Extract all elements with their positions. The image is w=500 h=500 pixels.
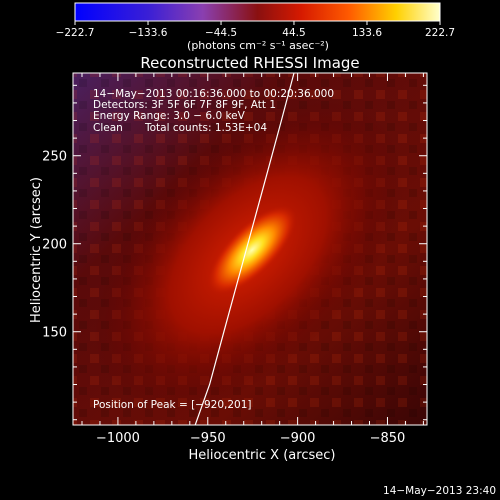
- colorbar-tick-label: 44.5: [282, 27, 305, 39]
- annotation-total-counts: Total counts: 1.53E+04: [144, 122, 267, 134]
- colorbar-unit-label: (photons cm⁻² s⁻¹ asec⁻²): [187, 39, 329, 52]
- y-tick-label: 200: [42, 238, 67, 253]
- x-tick-label: −900: [280, 431, 316, 446]
- colorbar-tick-label: −133.6: [129, 27, 168, 39]
- x-tick-label: −850: [370, 431, 406, 446]
- solar-limb-line: [194, 73, 295, 425]
- colorbar-tick-label: 222.7: [425, 27, 455, 39]
- annotation-peak-position: Position of Peak = [−920,201]: [93, 399, 252, 411]
- y-axis-label: Heliocentric Y (arcsec): [29, 177, 44, 323]
- y-axis: 150 200 250: [42, 84, 427, 421]
- x-axis: −1000 −950 −900 −850: [81, 73, 424, 446]
- footer-timestamp: 14−May−2013 23:40: [383, 485, 496, 497]
- annotation-detectors: Detectors: 3F 5F 6F 7F 8F 9F, Att 1: [93, 99, 276, 111]
- x-axis-label: Heliocentric X (arcsec): [189, 448, 336, 463]
- colorbar-tick-label: −44.5: [205, 27, 237, 39]
- colorbar-gradient: [74, 2, 441, 22]
- colorbar-tick-label: 133.6: [352, 27, 382, 39]
- x-tick-label: −950: [190, 431, 226, 446]
- heatmap-peak-source: [73, 73, 427, 425]
- heatmap-area: [73, 73, 427, 425]
- y-tick-label: 250: [42, 150, 67, 165]
- annotation-time-range: 14−May−2013 00:16:36.000 to 00:20:36.000: [93, 88, 334, 100]
- y-tick-label: 150: [42, 326, 67, 341]
- x-tick-label: −1000: [96, 431, 140, 446]
- annotation-energy-range: Energy Range: 3.0 − 6.0 keV: [93, 110, 246, 122]
- annotation-method: Clean: [93, 122, 123, 134]
- colorbar: −222.7 −133.6 −44.5 44.5 133.6 222.7 (photons…: [56, 2, 455, 52]
- colorbar-tick-label: −222.7: [56, 27, 95, 39]
- annotations: 14−May−2013 00:16:36.000 to 00:20:36.000…: [93, 88, 334, 411]
- plot-frame: [72, 72, 428, 426]
- chart-title: Reconstructed RHESSI Image: [140, 54, 359, 72]
